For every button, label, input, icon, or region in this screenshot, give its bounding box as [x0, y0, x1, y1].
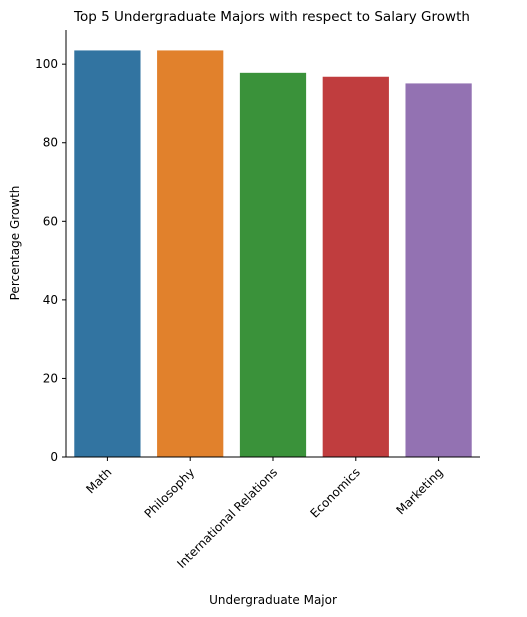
y-ticks-group: 0 20 40 60 80 100 [35, 57, 66, 464]
bars-group [74, 50, 472, 458]
y-tick-label-20: 20 [43, 371, 58, 385]
x-axis-label: Undergraduate Major [209, 593, 337, 607]
y-tick-label-40: 40 [43, 293, 58, 307]
bar-international-relations [239, 72, 307, 457]
bar-philosophy [157, 50, 224, 458]
y-tick-label-0: 0 [50, 450, 58, 464]
x-tick-label-marketing: Marketing [394, 465, 446, 517]
bar-marketing [405, 83, 472, 458]
y-tick-label-100: 100 [35, 57, 58, 71]
bar-economics [322, 76, 389, 457]
bar-math [74, 50, 141, 458]
x-tick-label-economics: Economics [308, 465, 363, 520]
y-axis-label: Percentage Growth [8, 186, 22, 301]
y-tick-label-60: 60 [43, 214, 58, 228]
y-tick-label-80: 80 [43, 136, 58, 150]
x-tick-label-philosophy: Philosophy [142, 465, 198, 521]
chart-title: Top 5 Undergraduate Majors with respect … [73, 9, 470, 25]
x-tick-label-math: Math [83, 465, 114, 496]
